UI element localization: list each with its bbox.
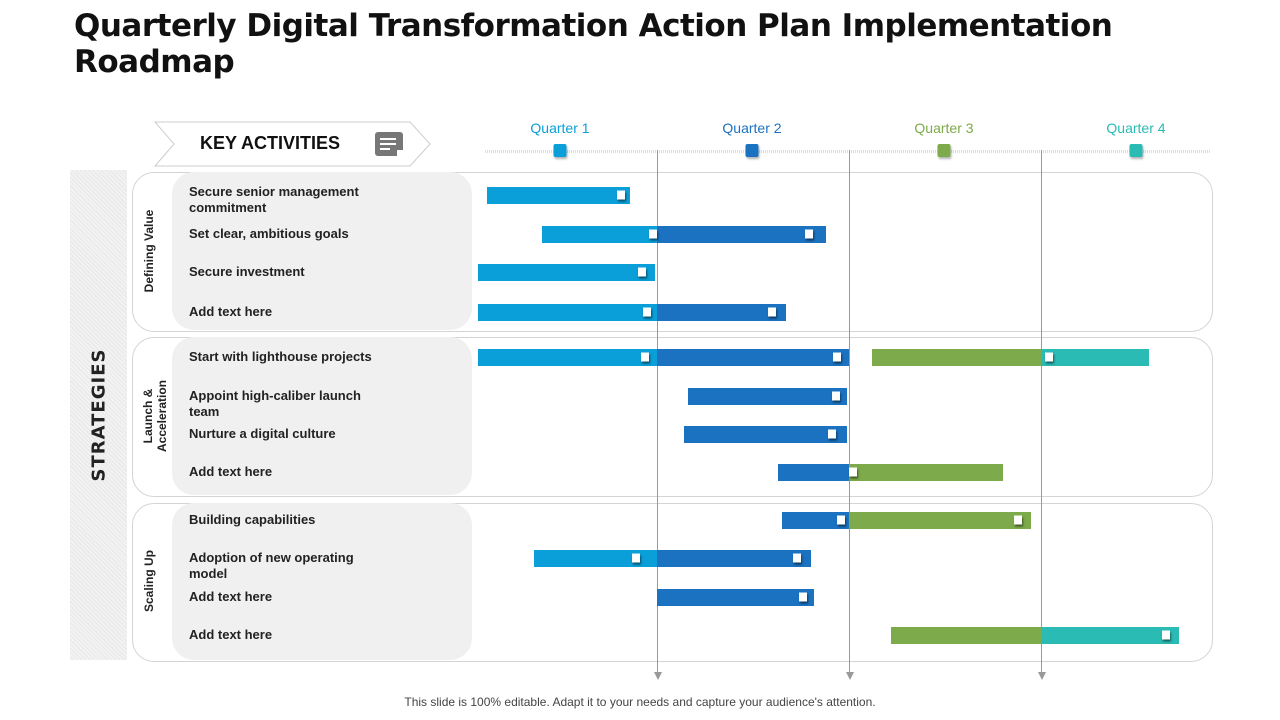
milestone-marker (768, 307, 777, 317)
gantt-bar (657, 550, 811, 567)
gantt-bar (478, 264, 656, 281)
gantt-bar (777, 464, 849, 481)
roadmap-icon (375, 132, 403, 156)
activity-label: Secure investment (189, 264, 305, 279)
strategies-panel: STRATEGIES (70, 170, 127, 660)
gantt-bar (534, 550, 657, 567)
activity-label: Nurture a digital culture (189, 426, 336, 441)
gantt-bar (657, 349, 849, 366)
arrow-down-icon (1037, 672, 1046, 680)
activity-label: Building capabilities (189, 512, 316, 527)
milestone-marker (798, 592, 807, 602)
gantt-bar (872, 349, 1041, 366)
milestone-marker (827, 429, 836, 439)
activity-label: Add text here (189, 627, 273, 642)
activity-panel (172, 337, 472, 495)
activity-label: Adoption of new operating model (189, 550, 354, 581)
group-label: Scaling Up (142, 549, 156, 613)
quarter-divider (657, 150, 658, 672)
activity-label: Secure senior management commitment (189, 184, 359, 215)
gantt-bar (781, 512, 849, 529)
milestone-marker (649, 229, 658, 239)
activity-label: Add text here (189, 304, 273, 319)
strategies-label: STRATEGIES (88, 348, 109, 482)
milestone-marker (616, 190, 625, 200)
activity-label: Set clear, ambitious goals (189, 226, 349, 241)
gantt-bar (1041, 627, 1180, 644)
quarter-divider (849, 150, 850, 672)
gantt-bar (1041, 349, 1149, 366)
gantt-bar (657, 589, 815, 606)
quarter-marker (745, 144, 759, 157)
milestone-marker (637, 267, 646, 277)
quarter-label: Quarter 2 (722, 120, 782, 136)
gantt-bar (657, 226, 826, 243)
arrow-down-icon (653, 672, 662, 680)
arrow-down-icon (845, 672, 854, 680)
activity-label: Add text here (189, 589, 273, 604)
milestone-marker (804, 229, 813, 239)
quarter-marker (1129, 144, 1143, 157)
activity-panel (172, 503, 472, 660)
activity-panel (172, 172, 472, 330)
gantt-bar (687, 388, 848, 405)
gantt-bar (849, 464, 1003, 481)
key-activities-label: KEY ACTIVITIES (200, 133, 341, 153)
quarter-label: Quarter 3 (914, 120, 974, 136)
gantt-bar (891, 627, 1041, 644)
activity-label: Add text here (189, 464, 273, 479)
group-label: Launch & Acceleration (141, 379, 169, 453)
milestone-marker (643, 307, 652, 317)
gantt-bar (849, 512, 1032, 529)
timeline-axis (485, 150, 1210, 153)
quarter-divider (1041, 150, 1042, 672)
milestone-marker (833, 352, 842, 362)
milestone-marker (831, 391, 840, 401)
milestone-marker (837, 515, 846, 525)
milestone-marker (793, 553, 802, 563)
milestone-marker (631, 553, 640, 563)
quarter-label: Quarter 1 (530, 120, 590, 136)
gantt-bar (683, 426, 848, 443)
page-title: Quarterly Digital Transformation Action … (74, 8, 1113, 80)
activity-label: Start with lighthouse projects (189, 349, 372, 364)
milestone-marker (1161, 630, 1170, 640)
gantt-bar (657, 304, 786, 321)
gantt-bar (478, 349, 657, 366)
milestone-marker (641, 352, 650, 362)
group-label: Defining Value (142, 209, 156, 293)
gantt-bar (478, 304, 657, 321)
quarter-marker (937, 144, 951, 157)
key-activities-banner (154, 121, 431, 167)
milestone-marker (1013, 515, 1022, 525)
footer-note: This slide is 100% editable. Adapt it to… (404, 695, 876, 709)
milestone-marker (1044, 352, 1053, 362)
activity-label: Appoint high-caliber launch team (189, 388, 361, 419)
quarter-marker (553, 144, 567, 157)
gantt-bar (541, 226, 657, 243)
quarter-label: Quarter 4 (1106, 120, 1166, 136)
gantt-bar (487, 187, 631, 204)
milestone-marker (848, 467, 857, 477)
